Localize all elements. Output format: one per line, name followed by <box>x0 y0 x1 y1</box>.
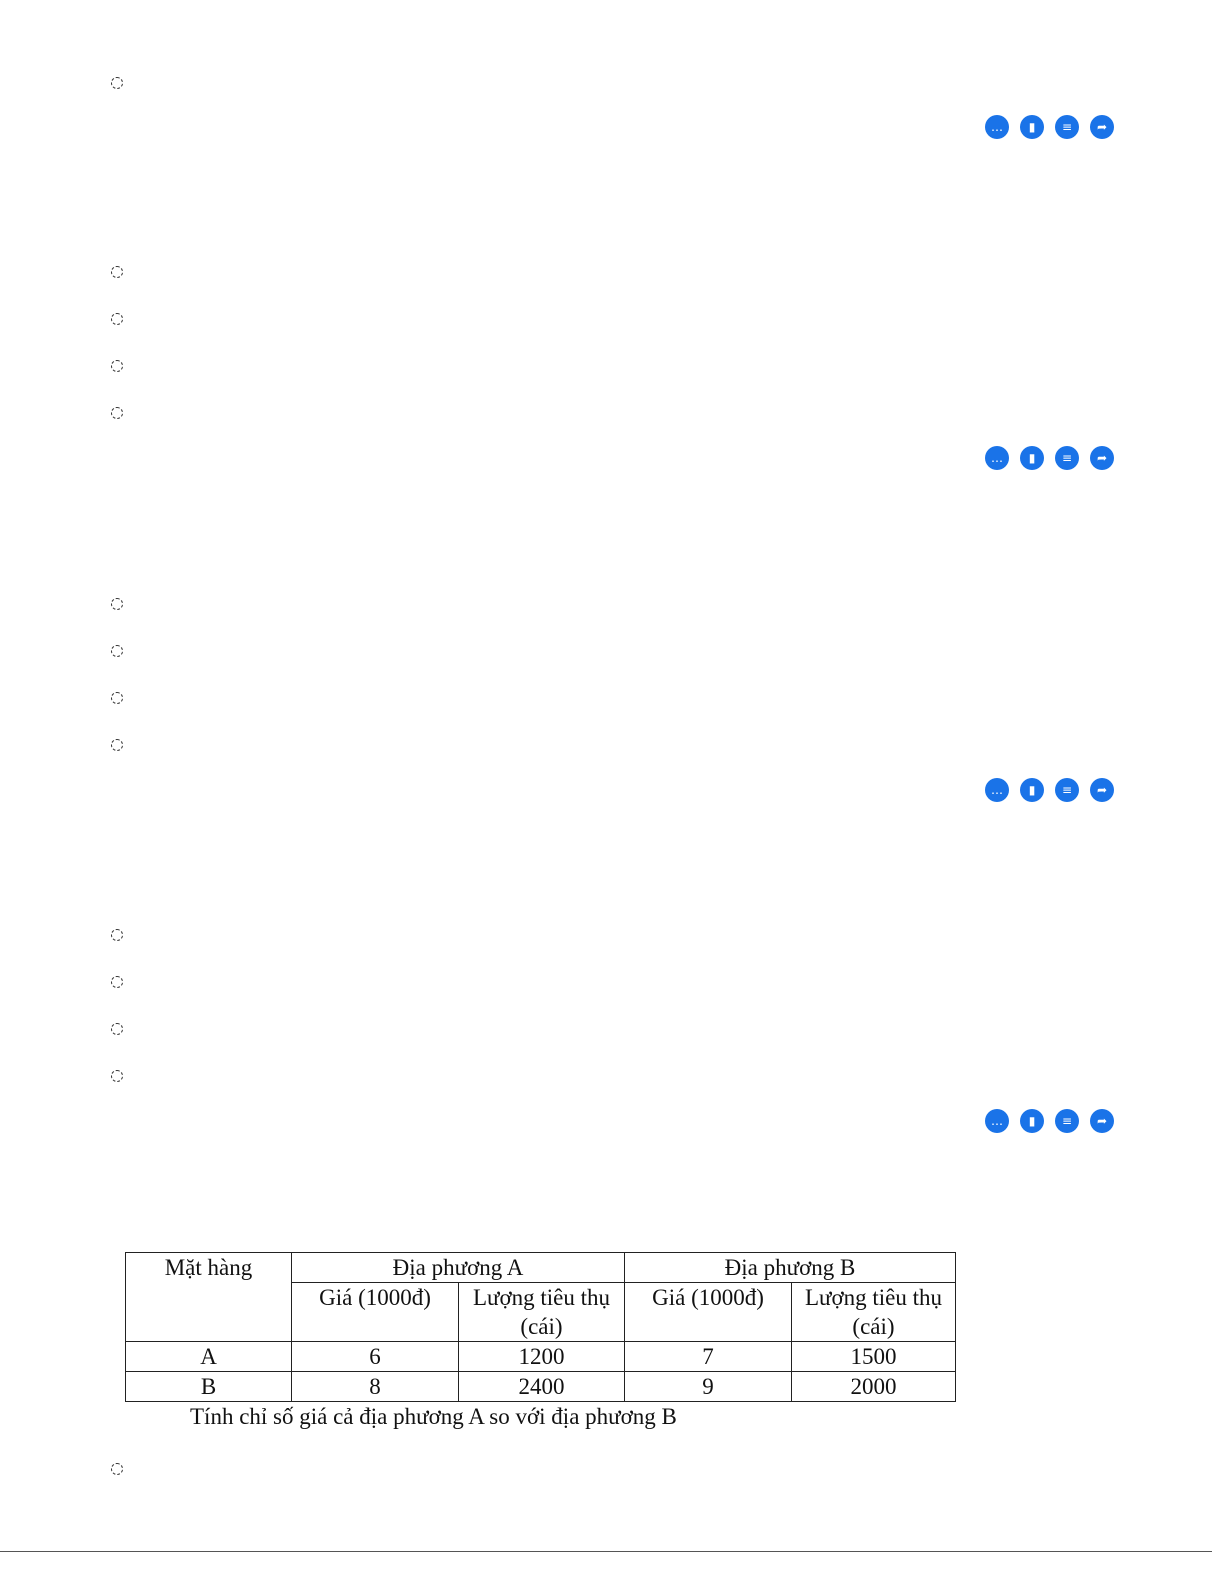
header-price: Giá (1000đ) <box>624 1282 792 1342</box>
header-qty: Lượng tiêu thụ (cái) <box>458 1282 625 1342</box>
action-bar: … ▮ ≡ ➦ <box>985 446 1114 470</box>
radio-option[interactable] <box>111 929 123 941</box>
comment-icon[interactable]: … <box>985 115 1009 139</box>
note-icon[interactable]: ≡ <box>1055 446 1079 470</box>
header-item: Mặt hàng <box>125 1252 292 1342</box>
table-row: A 6 1200 7 1500 <box>125 1341 956 1372</box>
cell: 2000 <box>791 1371 956 1402</box>
radio-option[interactable] <box>111 313 123 325</box>
radio-option[interactable] <box>111 1023 123 1035</box>
action-bar: … ▮ ≡ ➦ <box>985 778 1114 802</box>
header-region-a: Địa phương A <box>291 1252 625 1283</box>
comment-icon[interactable]: … <box>985 446 1009 470</box>
share-icon[interactable]: ➦ <box>1090 778 1114 802</box>
action-bar: … ▮ ≡ ➦ <box>985 115 1114 139</box>
share-icon[interactable]: ➦ <box>1090 115 1114 139</box>
cell: 9 <box>624 1371 792 1402</box>
cell: A <box>125 1341 292 1372</box>
cell: 1500 <box>791 1341 956 1372</box>
header-price: Giá (1000đ) <box>291 1282 459 1342</box>
bookmark-icon[interactable]: ▮ <box>1020 115 1044 139</box>
cell: 2400 <box>458 1371 625 1402</box>
radio-option[interactable] <box>111 360 123 372</box>
cell: 7 <box>624 1341 792 1372</box>
radio-option[interactable] <box>111 1070 123 1082</box>
radio-option[interactable] <box>111 407 123 419</box>
bookmark-icon[interactable]: ▮ <box>1020 1109 1044 1133</box>
header-qty: Lượng tiêu thụ (cái) <box>791 1282 956 1342</box>
bookmark-icon[interactable]: ▮ <box>1020 446 1044 470</box>
radio-option[interactable] <box>111 739 123 751</box>
radio-option[interactable] <box>111 598 123 610</box>
table-row: B 8 2400 9 2000 <box>125 1371 956 1402</box>
note-icon[interactable]: ≡ <box>1055 778 1079 802</box>
radio-option[interactable] <box>111 645 123 657</box>
note-icon[interactable]: ≡ <box>1055 115 1079 139</box>
cell: 1200 <box>458 1341 625 1372</box>
cell: 6 <box>291 1341 459 1372</box>
radio-option[interactable] <box>111 692 123 704</box>
radio-option[interactable] <box>111 1463 123 1475</box>
bookmark-icon[interactable]: ▮ <box>1020 778 1044 802</box>
cell: B <box>125 1371 292 1402</box>
cell: 8 <box>291 1371 459 1402</box>
radio-option[interactable] <box>111 266 123 278</box>
question-text: Tính chỉ số giá cả địa phương A so với đ… <box>190 1404 677 1429</box>
radio-option[interactable] <box>111 77 123 89</box>
action-bar: … ▮ ≡ ➦ <box>985 1109 1114 1133</box>
header-region-b: Địa phương B <box>624 1252 956 1283</box>
share-icon[interactable]: ➦ <box>1090 1109 1114 1133</box>
radio-option[interactable] <box>111 976 123 988</box>
note-icon[interactable]: ≡ <box>1055 1109 1079 1133</box>
comment-icon[interactable]: … <box>985 778 1009 802</box>
divider <box>0 1551 1212 1552</box>
share-icon[interactable]: ➦ <box>1090 446 1114 470</box>
comment-icon[interactable]: … <box>985 1109 1009 1133</box>
price-table: Mặt hàng Địa phương A Địa phương B Giá (… <box>125 1252 956 1402</box>
